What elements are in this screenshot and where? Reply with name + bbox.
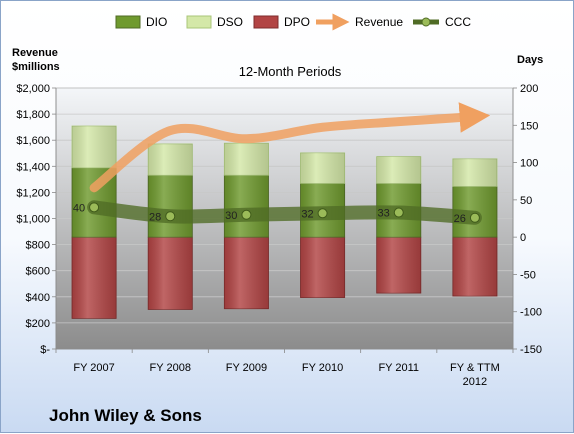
ccc-data-label: 40 [73, 202, 85, 214]
x-axis-tick-label: FY 2007 [73, 362, 114, 374]
legend: DIO DSO DPO Revenue CCC [115, 13, 471, 31]
legend-label-ccc: CCC [445, 15, 471, 29]
legend-item-revenue: Revenue [316, 13, 403, 31]
legend-swatch-dso [186, 15, 212, 29]
ccc-data-label: 28 [149, 211, 161, 223]
legend-swatch-dio [115, 15, 141, 29]
left-axis-title-line2: $millions [12, 61, 60, 73]
bar-dpo-shade [376, 237, 421, 294]
x-axis-tick-label: FY 2010 [302, 362, 343, 374]
legend-label-dso: DSO [217, 15, 243, 29]
ccc-point [469, 212, 480, 223]
ccc-point [317, 208, 328, 219]
bar-dio-shade [148, 175, 193, 238]
x-axis-tick-label: 2012 [463, 376, 487, 388]
right-axis-tick-label: -50 [520, 269, 536, 281]
left-axis-tick-label: $1,800 [16, 109, 50, 121]
right-axis: -150 -100 -50 0 50 100 150 200 [512, 83, 542, 356]
left-axis-tick-label: $- [40, 344, 50, 356]
ccc-data-label: 26 [454, 213, 466, 225]
bar-dio-shade [224, 175, 269, 238]
legend-item-dpo: DPO [253, 15, 310, 29]
left-axis-tick-label: $1,000 [16, 214, 50, 226]
bar-dpo-shade [148, 237, 193, 310]
legend-label-dpo: DPO [284, 15, 310, 29]
ccc-line [87, 200, 482, 225]
right-axis-tick-label: 0 [520, 232, 526, 244]
left-axis-title-line1: Revenue [12, 47, 58, 59]
left-axis-tick-label: $600 [26, 266, 50, 278]
ccc-point [89, 202, 100, 213]
legend-marker-ccc [421, 17, 431, 27]
right-axis-tick-label: 150 [520, 120, 538, 132]
line-layer: 40 28 30 32 33 26 [73, 102, 491, 225]
legend-swatch-dpo [253, 15, 279, 29]
ccc-data-label: 33 [378, 208, 390, 220]
x-axis-tick-label: FY 2011 [378, 362, 419, 374]
right-axis-tick-label: 50 [520, 195, 532, 207]
bar-dpo-shade [300, 237, 345, 298]
bar-dso-shade [148, 143, 193, 176]
legend-label-dio: DIO [146, 15, 167, 29]
x-axis-tick-label: FY 2008 [150, 362, 191, 374]
ccc-point [393, 207, 404, 218]
bar-dso-shade [71, 126, 117, 168]
revenue-line [89, 102, 491, 193]
right-axis-tick-label: -100 [520, 307, 542, 319]
ccc-point [165, 211, 176, 222]
legend-label-revenue: Revenue [355, 15, 403, 29]
legend-item-dio: DIO [115, 15, 167, 29]
right-axis-tick-label: 100 [520, 158, 538, 170]
legend-item-ccc: CCC [413, 15, 471, 29]
left-axis-tick-label: $1,200 [16, 187, 50, 199]
bar-dso-shade [224, 143, 269, 176]
x-axis-tick-label: FY 2009 [226, 362, 267, 374]
bar-dso-shade [376, 156, 421, 184]
left-axis-tick-label: $1,600 [16, 135, 50, 147]
bar-dpo-shade [452, 237, 498, 297]
left-axis-tick-label: $800 [26, 240, 50, 252]
left-axis-tick-label: $1,400 [16, 161, 50, 173]
ccc-data-label: 30 [225, 210, 237, 222]
left-axis-tick-label: $400 [26, 292, 50, 304]
left-axis-tick-label: $200 [26, 318, 50, 330]
left-axis: $- $200 $400 $600 $800 $1,000 $1,200 $1,400 $1,6… [16, 83, 57, 356]
x-axis-tick-label: FY & TTM [450, 362, 500, 374]
legend-item-dso: DSO [186, 15, 243, 29]
bar-layer [71, 125, 498, 319]
x-axis: FY 2007 FY 2008 FY 2009 FY 2010 FY 2011 FY & … [55, 348, 514, 388]
bar-dpo-shade [224, 237, 269, 309]
bar-dso-shade [452, 158, 498, 187]
right-axis-title: Days [517, 54, 543, 66]
company-name: John Wiley & Sons [49, 406, 202, 425]
bar-dpo-shade [71, 237, 117, 319]
chart-subtitle: 12-Month Periods [239, 64, 342, 79]
left-axis-tick-label: $2,000 [16, 83, 50, 95]
ccc-point [241, 209, 252, 220]
right-axis-tick-label: 200 [520, 83, 538, 95]
ccc-data-label: 32 [301, 208, 313, 220]
bar-dso-shade [300, 152, 345, 184]
right-axis-tick-label: -150 [520, 344, 542, 356]
